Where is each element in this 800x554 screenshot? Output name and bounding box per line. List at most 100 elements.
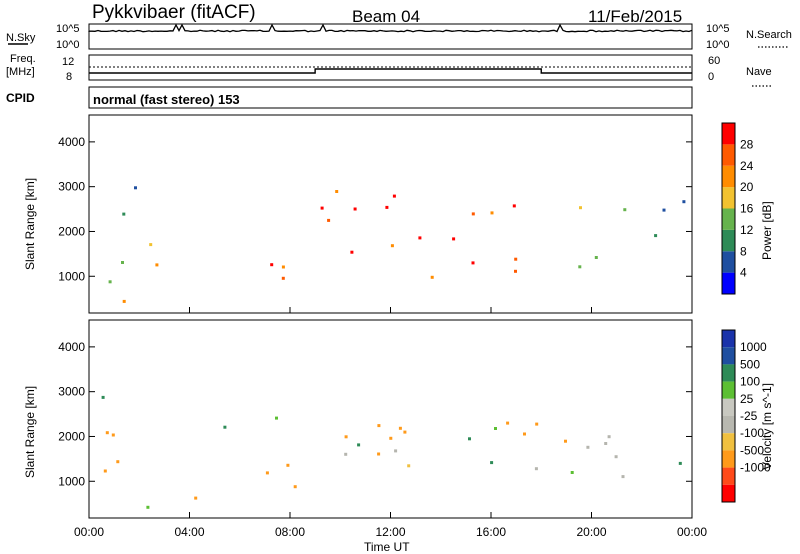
heatmap-cell	[523, 432, 526, 436]
nave-label: Nave	[746, 66, 772, 78]
heatmap-cell	[490, 211, 494, 215]
heatmap-cell	[654, 234, 658, 238]
y-tick-label: 4000	[58, 135, 85, 149]
heatmap-cell	[471, 261, 475, 265]
heatmap-cell	[398, 426, 402, 430]
x-tick-label: 20:00	[576, 525, 606, 539]
y-tick-label: 3000	[58, 385, 85, 399]
power-heatmap-cells	[108, 186, 686, 303]
freq-label-line2: [MHz]	[6, 66, 35, 78]
colorbar-swatch	[722, 416, 735, 434]
colorbar-tick-label: 28	[740, 137, 754, 151]
heatmap-cell	[134, 186, 137, 190]
heatmap-cell	[534, 467, 538, 471]
heatmap-cell	[468, 437, 471, 441]
nsearch-tick-top: 10^5	[706, 23, 730, 35]
heatmap-cell	[327, 218, 331, 222]
heatmap-cell	[111, 433, 115, 437]
x-tick-label: 08:00	[275, 525, 305, 539]
nsearch-label: N.Search	[746, 29, 792, 41]
colorbar-tick-label: 25	[740, 392, 754, 406]
freq-tick-top: 12	[62, 56, 74, 68]
velocity-y-axis: 1000 2000 3000 4000	[58, 340, 692, 488]
heatmap-cell	[579, 206, 582, 210]
cpid-text: normal (fast stereo) 153	[93, 92, 240, 107]
y-tick-label: 3000	[58, 180, 85, 194]
heatmap-cell	[514, 269, 517, 273]
station-title: Pykkvibaer (fitACF)	[92, 2, 256, 23]
colorbar-tick-label: -25	[740, 409, 758, 423]
x-tick-label: 00:00	[677, 525, 707, 539]
heatmap-cell	[275, 416, 278, 420]
date-label: 11/Feb/2015	[588, 7, 682, 26]
heatmap-cell	[281, 265, 285, 269]
beam-label: Beam 04	[352, 7, 420, 26]
heatmap-cell	[614, 455, 618, 459]
colorbar-swatch	[722, 272, 735, 294]
heatmap-cell	[392, 194, 396, 198]
colorbar-swatch	[722, 398, 735, 416]
nsky-tick-bottom: 10^0	[56, 39, 80, 51]
heatmap-cell	[103, 469, 107, 473]
heatmap-cell	[623, 208, 627, 212]
heatmap-cell	[194, 496, 198, 500]
heatmap-cell	[146, 505, 150, 509]
heatmap-cell	[320, 206, 324, 210]
heatmap-cell	[471, 212, 475, 216]
colorbar-swatch	[722, 187, 735, 209]
heatmap-cell	[390, 244, 394, 248]
colorbar-frame	[721, 122, 736, 295]
heatmap-cell	[265, 471, 269, 475]
heatmap-cell	[281, 276, 285, 280]
cpid-label: CPID	[6, 91, 35, 105]
heatmap-cell	[535, 422, 539, 426]
colorbar-tick-label: 12	[740, 223, 754, 237]
colorbar-tick-label: -500	[740, 443, 764, 457]
heatmap-cell	[512, 204, 516, 208]
velocity-heatmap-cells	[101, 395, 682, 509]
heatmap-cell	[122, 299, 126, 303]
colorbar-tick-label: 8	[740, 244, 747, 258]
freq-trace	[89, 68, 692, 74]
colorbar-swatch	[722, 144, 735, 166]
heatmap-cell	[564, 439, 567, 443]
heatmap-cell	[430, 275, 434, 279]
heatmap-cell	[116, 460, 120, 464]
colorbar-swatch	[722, 347, 735, 365]
power-y-axis: 1000 2000 3000 4000	[58, 135, 692, 283]
heatmap-cell	[108, 280, 112, 284]
heatmap-cell	[121, 261, 124, 264]
nsky-frame	[88, 23, 693, 50]
colorbar-tick-label: 20	[740, 180, 754, 194]
heatmap-cell	[149, 243, 153, 247]
heatmap-cell	[357, 443, 361, 447]
y-tick-label: 1000	[58, 474, 85, 488]
heatmap-cell	[682, 200, 686, 204]
power-colorbar-label: Power [dB]	[760, 201, 774, 260]
nave-tick-top: 60	[708, 55, 720, 67]
heatmap-cell	[122, 212, 126, 216]
x-tick-label: 04:00	[174, 525, 204, 539]
cpid-frame	[88, 86, 693, 109]
colorbar-swatch	[722, 364, 735, 382]
heatmap-cell	[403, 430, 407, 434]
colorbar-swatch	[722, 450, 735, 468]
x-tick-label: 00:00	[74, 525, 104, 539]
heatmap-cell	[350, 250, 354, 254]
heatmap-cell	[377, 424, 381, 428]
heatmap-cell	[407, 464, 411, 468]
power-ylabel: Slant Range [km]	[23, 178, 37, 270]
colorbar-tick-label: 16	[740, 202, 754, 216]
heatmap-cell	[604, 442, 608, 445]
heatmap-cell	[293, 485, 297, 489]
nsky-trace	[88, 23, 693, 33]
colorbar-swatch	[722, 123, 735, 145]
colorbar-swatch	[722, 165, 735, 188]
colorbar-tick-label: 100	[740, 375, 760, 389]
colorbar-frame	[721, 329, 736, 503]
nsky-label: N.Sky	[6, 32, 36, 44]
freq-tick-bottom: 8	[66, 71, 72, 83]
heatmap-cell	[105, 431, 109, 435]
heatmap-cell	[514, 257, 518, 261]
